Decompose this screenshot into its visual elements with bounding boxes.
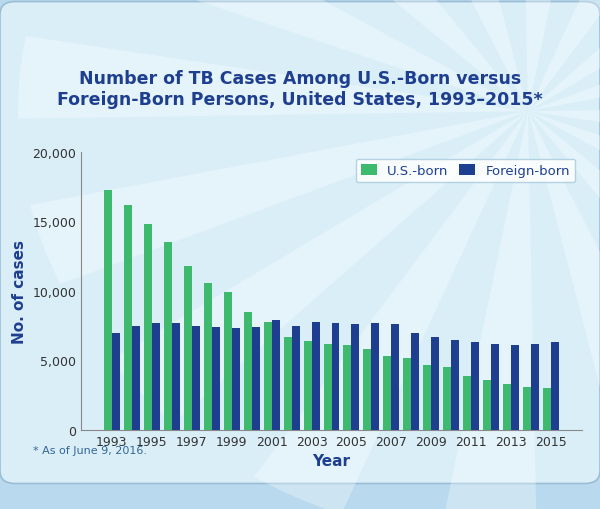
Bar: [144, 225, 152, 430]
X-axis label: Year: Year: [313, 454, 350, 468]
Wedge shape: [439, 112, 537, 509]
Bar: [352, 325, 359, 430]
Wedge shape: [254, 112, 528, 509]
Wedge shape: [161, 0, 528, 112]
Wedge shape: [528, 112, 600, 466]
Bar: [263, 322, 272, 430]
Bar: [304, 342, 311, 430]
FancyBboxPatch shape: [0, 3, 600, 484]
Wedge shape: [528, 104, 600, 187]
Wedge shape: [528, 0, 600, 112]
Bar: [272, 321, 280, 430]
Bar: [543, 388, 551, 430]
Bar: [511, 346, 519, 430]
Text: * As of June 9, 2016.: * As of June 9, 2016.: [33, 445, 147, 456]
Bar: [152, 323, 160, 430]
Bar: [424, 365, 431, 430]
Bar: [172, 323, 179, 430]
Bar: [104, 190, 112, 430]
Bar: [551, 343, 559, 430]
Wedge shape: [528, 0, 600, 112]
Bar: [203, 283, 212, 430]
Bar: [132, 326, 140, 430]
Bar: [491, 344, 499, 430]
Bar: [292, 326, 299, 430]
Bar: [443, 367, 451, 430]
Wedge shape: [18, 37, 528, 120]
Wedge shape: [30, 112, 528, 285]
Bar: [284, 337, 292, 430]
Wedge shape: [325, 0, 528, 112]
Bar: [232, 329, 239, 430]
Bar: [343, 346, 352, 430]
Wedge shape: [53, 0, 528, 112]
Bar: [364, 350, 371, 430]
Bar: [472, 343, 479, 430]
Bar: [224, 293, 232, 430]
Bar: [531, 344, 539, 430]
Wedge shape: [110, 112, 528, 423]
Bar: [323, 344, 332, 430]
Bar: [463, 376, 472, 430]
Bar: [124, 206, 132, 430]
Wedge shape: [519, 0, 600, 112]
Text: Number of TB Cases Among U.S.-Born versus
Foreign-Born Persons, United States, 1: Number of TB Cases Among U.S.-Born versu…: [57, 70, 543, 108]
Bar: [451, 340, 460, 430]
Legend: U.S.-born, Foreign-born: U.S.-born, Foreign-born: [356, 159, 575, 183]
Bar: [431, 337, 439, 430]
Bar: [311, 322, 320, 430]
Bar: [412, 333, 419, 430]
Wedge shape: [528, 112, 600, 509]
Bar: [503, 384, 511, 430]
Bar: [371, 323, 379, 430]
Bar: [184, 266, 191, 430]
Bar: [164, 243, 172, 430]
Bar: [191, 326, 200, 430]
Bar: [244, 312, 251, 430]
Wedge shape: [528, 112, 600, 345]
Bar: [383, 357, 391, 430]
Bar: [112, 333, 120, 430]
Y-axis label: No. of cases: No. of cases: [12, 240, 27, 343]
Bar: [212, 327, 220, 430]
Bar: [251, 327, 260, 430]
Bar: [331, 323, 340, 430]
Bar: [391, 325, 400, 430]
Bar: [523, 387, 531, 430]
Bar: [403, 358, 412, 430]
Wedge shape: [528, 0, 600, 112]
Bar: [484, 380, 491, 430]
